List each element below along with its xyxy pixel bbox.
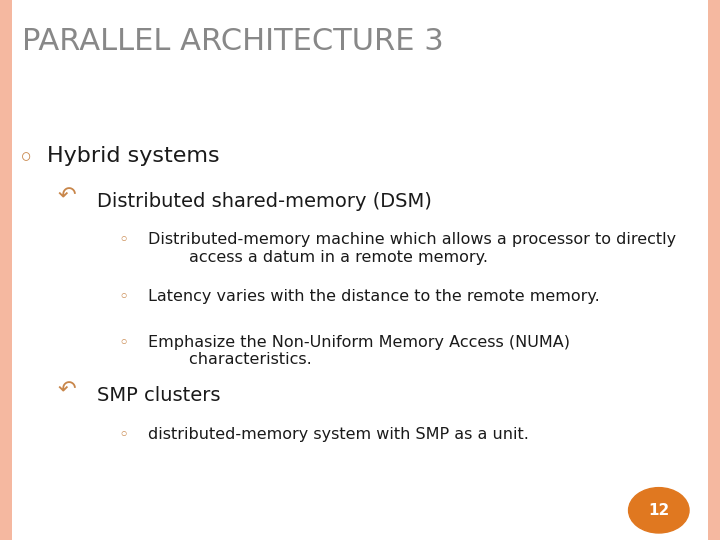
Text: ◦: ◦ <box>119 231 129 249</box>
Text: Distributed shared-memory (DSM): Distributed shared-memory (DSM) <box>97 192 432 211</box>
Text: SMP clusters: SMP clusters <box>97 386 221 405</box>
Text: 12: 12 <box>648 503 670 518</box>
Text: distributed-memory system with SMP as a unit.: distributed-memory system with SMP as a … <box>148 427 528 442</box>
Text: ◦: ◦ <box>119 426 129 443</box>
Text: ↶: ↶ <box>58 381 76 401</box>
Circle shape <box>629 488 689 533</box>
Text: PARALLEL ARCHITECTURE 3: PARALLEL ARCHITECTURE 3 <box>22 27 444 56</box>
Text: ◦: ◦ <box>119 334 129 352</box>
Bar <box>0 0 12 540</box>
Text: Distributed-memory machine which allows a processor to directly
        access a: Distributed-memory machine which allows … <box>148 232 676 265</box>
Text: ◦: ◦ <box>119 288 129 306</box>
Text: ◦: ◦ <box>18 145 35 173</box>
Text: Hybrid systems: Hybrid systems <box>47 146 220 166</box>
Bar <box>708 0 720 540</box>
Text: Emphasize the Non-Uniform Memory Access (NUMA)
        characteristics.: Emphasize the Non-Uniform Memory Access … <box>148 335 570 367</box>
Text: Latency varies with the distance to the remote memory.: Latency varies with the distance to the … <box>148 289 599 304</box>
Text: ↶: ↶ <box>58 186 76 206</box>
